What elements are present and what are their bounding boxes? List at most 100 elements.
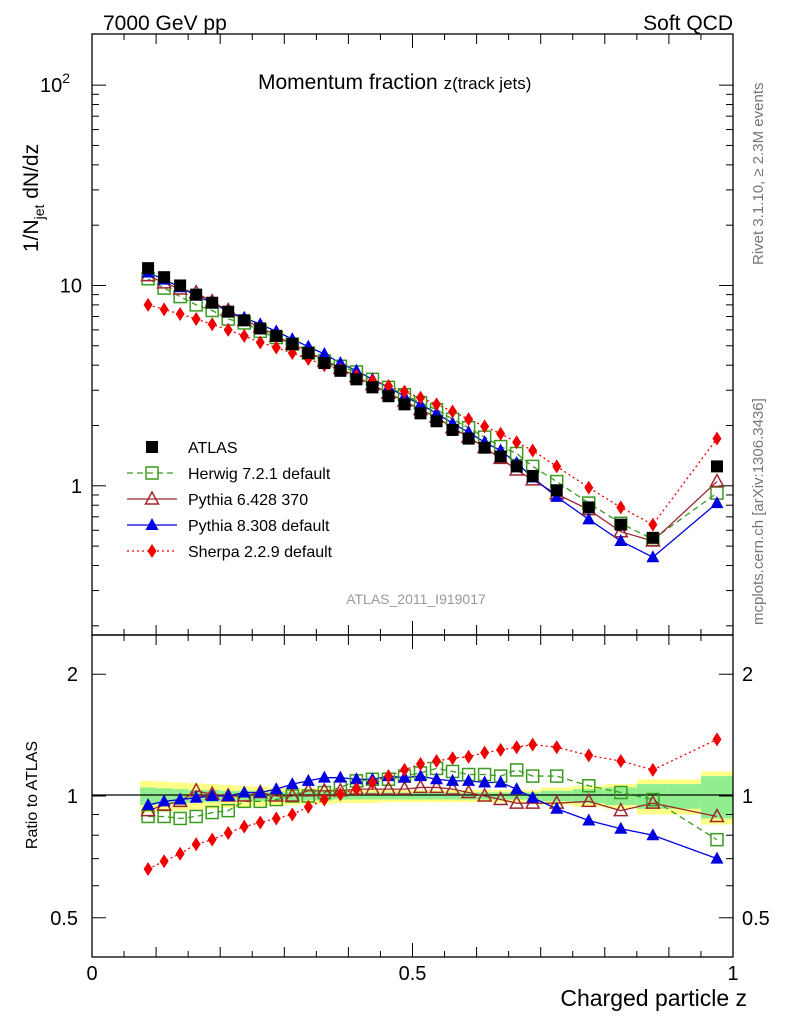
y-tick-label-main: 102	[40, 70, 70, 97]
ratio-panel: 0 0.5 1 0.5 0.5 1 1 2 2	[50, 634, 770, 985]
pythia-8-308-default-ratio-point	[582, 813, 596, 826]
pythia-6-428-370-ratio-point	[645, 794, 661, 809]
ratio-stat-band	[668, 784, 701, 809]
sherpa-2-2-9-default-point	[432, 397, 442, 412]
herwig-7-2-1-default-ratio-point	[646, 792, 660, 807]
pythia-6-428-370-legend-label: Pythia 6.428 370	[188, 492, 308, 509]
x-tick-label: 0	[86, 963, 97, 985]
pythia-6-428-370-ratio-point	[412, 778, 429, 794]
sherpa-2-2-9-default-ratio-point	[528, 737, 538, 752]
sherpa-2-2-9-default-ratio-point	[480, 745, 490, 760]
atlas-point	[398, 398, 411, 411]
pythia-8-308-default-ratio-point	[614, 821, 628, 834]
pythia-8-308-default-ratio-point	[253, 785, 267, 798]
y-tick-label-ratio: 2	[67, 664, 78, 686]
pythia-8-308-default-point	[646, 550, 660, 563]
atlas-point	[158, 271, 171, 284]
herwig-7-2-1-default-ratio-point	[614, 785, 628, 800]
ratio-stat-band	[140, 787, 157, 806]
pythia-6-428-370-ratio-point	[380, 780, 397, 795]
ratio-stat-band	[364, 792, 381, 800]
atlas-point	[366, 381, 379, 394]
analysis-tag: ATLAS_2011_I919017	[346, 591, 486, 607]
pythia-8-308-default-ratio-point	[462, 773, 476, 786]
energy-label: 7000 GeV pp	[103, 12, 227, 35]
atlas-point	[614, 518, 627, 531]
sherpa-2-2-9-default-point	[416, 390, 426, 405]
atlas-point	[318, 357, 331, 370]
pythia-8-308-default-ratio-point	[414, 769, 428, 782]
mcplots-label: mcplots.cern.ch [arXiv:1306.3436]	[750, 398, 767, 625]
sherpa-2-2-9-default-ratio-point	[399, 762, 409, 777]
chart-title-sub: z(track jets)	[444, 74, 532, 93]
pythia-8-308-default-ratio-point	[478, 775, 492, 788]
atlas-point	[286, 338, 299, 351]
y-label-part1: 1/N	[20, 219, 43, 252]
sherpa-2-2-9-default-point	[528, 443, 538, 458]
sherpa-2-2-9-default-ratio-point	[496, 742, 506, 757]
herwig-7-2-1-default-ratio-point	[189, 809, 203, 824]
atlas-point	[350, 373, 363, 386]
y-tick-label-main: 1	[71, 476, 82, 498]
atlas-point	[222, 305, 235, 318]
atlas-point	[462, 432, 475, 445]
atlas-point	[494, 450, 507, 463]
pythia-8-308-default-ratio-point	[285, 777, 299, 790]
pythia-8-308-default-ratio-point	[349, 772, 363, 785]
sherpa-2-2-9-default-ratio-point	[464, 749, 474, 764]
herwig-7-2-1-default-ratio-point	[509, 763, 524, 777]
pythia-8-308-default-point	[317, 346, 331, 359]
pythia-8-308-default-ratio-point	[157, 794, 171, 807]
sherpa-2-2-9-default-legend-label: Sherpa 2.2.9 default	[188, 544, 333, 561]
sherpa-2-2-9-default-ratio-point	[367, 775, 377, 790]
sherpa-2-2-9-default-ratio-point	[191, 837, 201, 852]
atlas-point	[302, 347, 315, 360]
herwig-7-2-1-default-ratio-point	[710, 832, 724, 847]
sherpa-2-2-9-default-point	[648, 517, 658, 532]
pythia-8-308-default-ratio-point	[646, 828, 660, 841]
y-axis-label-main: 1/Njet dN/dz	[20, 144, 47, 252]
pythia-8-308-default-ratio-point	[173, 792, 187, 805]
atlas-point	[550, 484, 563, 497]
pythia-6-428-370-ratio-point	[460, 783, 477, 799]
sherpa-2-2-9-default-point	[143, 297, 153, 312]
sherpa-2-2-9-default-point	[399, 384, 409, 399]
sherpa-2-2-9-default-ratio-point	[271, 811, 281, 826]
atlas-point	[206, 296, 219, 309]
sherpa-2-2-9-default-point	[584, 480, 594, 495]
x-axis-label: Charged particle z	[560, 985, 747, 1011]
sherpa-2-2-9-default-ratio-point	[616, 754, 626, 769]
ratio-stat-band	[380, 792, 397, 800]
main-axis-ticks: 1 10 102	[40, 34, 734, 635]
sherpa-2-2-9-default-ratio-point	[255, 815, 265, 830]
pythia-8-308-default-ratio-point	[141, 798, 155, 811]
atlas-point	[382, 390, 395, 403]
y-axis-label-ratio: Ratio to ATLAS	[24, 741, 41, 849]
sherpa-2-2-9-default-point	[712, 431, 722, 446]
ratio-stat-band	[492, 792, 509, 800]
sherpa-2-2-9-default-ratio-point	[303, 799, 313, 814]
ratio-stat-band	[412, 792, 429, 800]
sherpa-2-2-9-default-ratio-point	[319, 792, 329, 807]
pythia-6-428-370-legend-marker	[144, 490, 160, 505]
herwig-7-2-1-default-ratio-point	[582, 779, 596, 793]
atlas-legend-marker	[146, 441, 158, 453]
pythia-6-428-370-ratio-point	[444, 780, 461, 795]
pythia-6-428-370-ratio-point	[364, 780, 381, 795]
pythia-6-428-370-ratio-point	[613, 802, 629, 817]
pythia-8-308-default-ratio-point	[301, 773, 315, 786]
process-label: Soft QCD	[643, 12, 733, 35]
pythia-8-308-default-ratio-point	[510, 782, 524, 795]
ratio-data-layer	[140, 732, 725, 877]
sherpa-2-2-9-default-point	[159, 302, 169, 317]
herwig-7-2-1-default-point	[173, 289, 187, 304]
atlas-point	[582, 501, 595, 514]
atlas-point	[414, 407, 427, 420]
ratio-stat-band	[460, 792, 477, 800]
sherpa-2-2-9-default-ratio-point	[335, 787, 345, 802]
pythia-6-428-370-ratio-point	[492, 790, 509, 806]
sherpa-2-2-9-default-point	[255, 335, 265, 350]
sherpa-2-2-9-default-ratio-point	[512, 740, 522, 755]
atlas-point	[430, 415, 443, 428]
herwig-7-2-1-default-legend-marker	[145, 466, 159, 480]
